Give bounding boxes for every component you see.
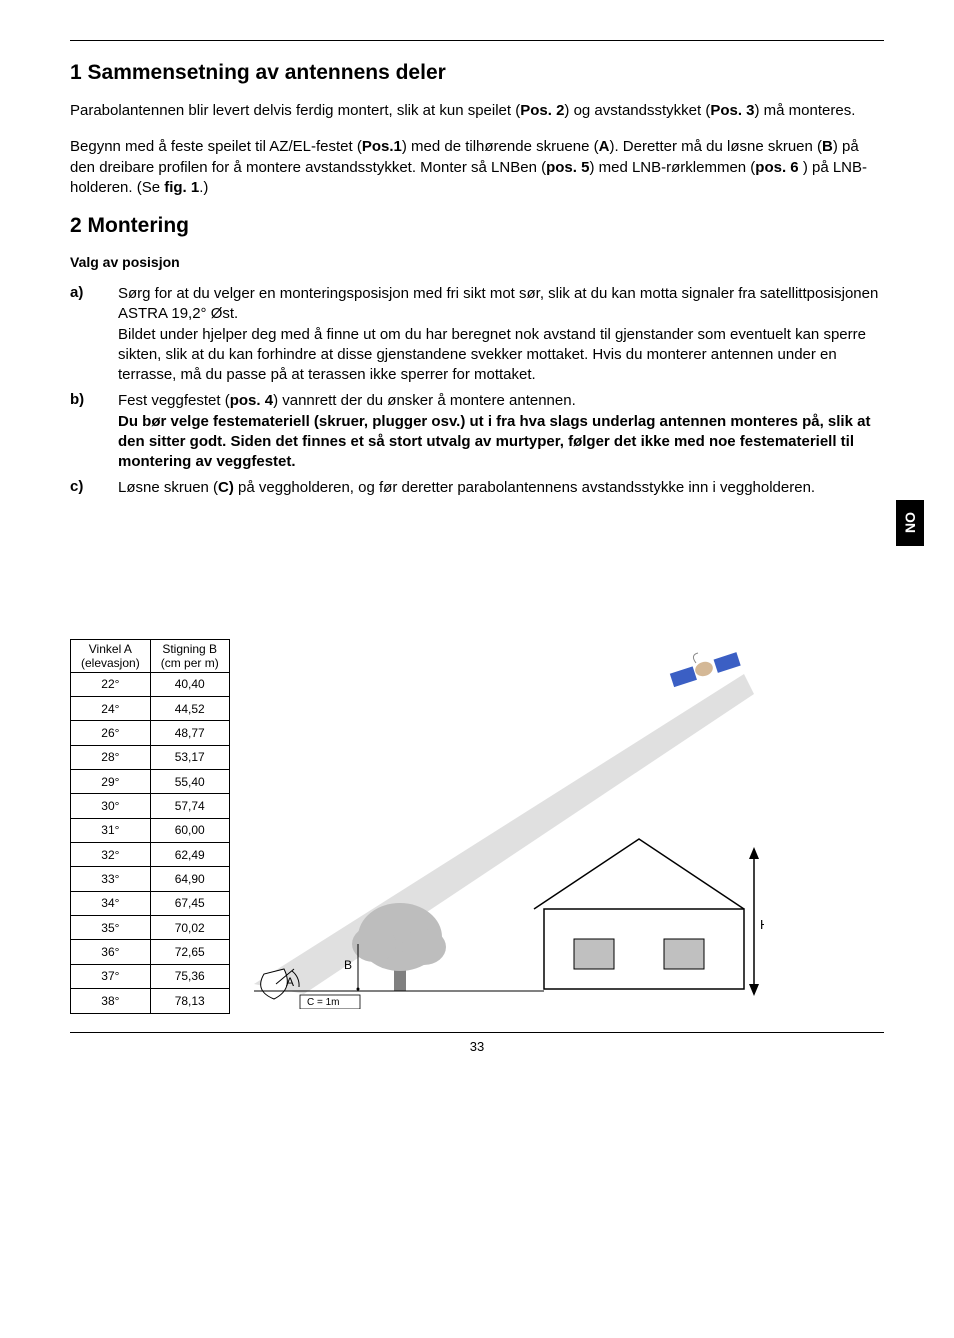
table-cell: 22° xyxy=(71,672,151,696)
table-cell: 44,52 xyxy=(150,696,229,720)
table-row: 28°53,17 xyxy=(71,745,230,769)
clearance-diagram: H A B C = xyxy=(244,639,884,1014)
pos2: Pos. 2 xyxy=(520,102,564,119)
table-cell: 24° xyxy=(71,696,151,720)
elevation-table: Vinkel A(elevasjon) Stigning B(cm per m)… xyxy=(70,639,230,1014)
table-row: 36°72,65 xyxy=(71,940,230,964)
table-cell: 70,02 xyxy=(150,915,229,939)
pos1: Pos.1 xyxy=(362,138,402,155)
th-angle: Vinkel A(elevasjon) xyxy=(71,639,151,672)
table-cell: 32° xyxy=(71,842,151,866)
text: .) xyxy=(199,179,208,196)
label-c: c) xyxy=(70,478,118,498)
fig1: fig. 1 xyxy=(164,179,199,196)
table-cell: 60,00 xyxy=(150,818,229,842)
table-cell: 64,90 xyxy=(150,867,229,891)
table-cell: 72,65 xyxy=(150,940,229,964)
table-row: 35°70,02 xyxy=(71,915,230,939)
house-icon xyxy=(534,839,744,989)
text: ) må monteres. xyxy=(755,102,856,119)
th-rise: Stigning B(cm per m) xyxy=(150,639,229,672)
A: A xyxy=(599,138,610,155)
table-row: 34°67,45 xyxy=(71,891,230,915)
pos4: pos. 4 xyxy=(230,392,273,409)
table-cell: 78,13 xyxy=(150,988,229,1013)
table-row: 30°57,74 xyxy=(71,794,230,818)
table-cell: 37° xyxy=(71,964,151,988)
text: ) vannrett der du ønsker å montere anten… xyxy=(273,392,576,409)
text: Fest veggfestet ( xyxy=(118,392,230,409)
text: ) og avstandsstykket ( xyxy=(564,102,710,119)
satellite-icon xyxy=(670,652,741,687)
section1-p2: Begynn med å feste speilet til AZ/EL-fes… xyxy=(70,137,884,198)
table-cell: 75,36 xyxy=(150,964,229,988)
pos5: pos. 5 xyxy=(546,159,589,176)
bold-warning: Du bør velge festemateriell (skruer, plu… xyxy=(118,413,870,471)
item-a: a) Sørg for at du velger en monteringspo… xyxy=(70,284,884,385)
table-row: 24°44,52 xyxy=(71,696,230,720)
text: ) med LNB-rørklemmen ( xyxy=(589,159,755,176)
B: B xyxy=(822,138,833,155)
text: Parabolantennen blir levert delvis ferdi… xyxy=(70,102,520,119)
table-cell: 53,17 xyxy=(150,745,229,769)
label-h: H xyxy=(760,917,764,932)
table-cell: 28° xyxy=(71,745,151,769)
pos6: pos. 6 xyxy=(755,159,798,176)
table-row: 22°40,40 xyxy=(71,672,230,696)
page-number: 33 xyxy=(70,1032,884,1054)
text: på veggholderen, og før deretter parabol… xyxy=(234,479,815,496)
language-tab: NO xyxy=(896,500,924,546)
label-c: C = 1m xyxy=(307,997,340,1008)
pos3: Pos. 3 xyxy=(710,102,754,119)
table-cell: 67,45 xyxy=(150,891,229,915)
C: C) xyxy=(218,479,234,496)
section2-title: 2 Montering xyxy=(70,214,884,238)
section1-p1: Parabolantennen blir levert delvis ferdi… xyxy=(70,101,884,121)
h-arrow: H xyxy=(749,847,764,996)
label-a: a) xyxy=(70,284,118,385)
table-cell: 30° xyxy=(71,794,151,818)
table-row: 33°64,90 xyxy=(71,867,230,891)
text: ) med de tilhørende skruene ( xyxy=(402,138,599,155)
body-a: Sørg for at du velger en monteringsposis… xyxy=(118,284,884,385)
table-cell: 57,74 xyxy=(150,794,229,818)
item-b: b) Fest veggfestet (pos. 4) vannrett der… xyxy=(70,391,884,472)
table-cell: 40,40 xyxy=(150,672,229,696)
label-b: b) xyxy=(70,391,118,472)
table-cell: 35° xyxy=(71,915,151,939)
table-cell: 31° xyxy=(71,818,151,842)
text: ). Deretter må du løsne skruen ( xyxy=(609,138,822,155)
table-cell: 34° xyxy=(71,891,151,915)
table-row: 29°55,40 xyxy=(71,769,230,793)
table-cell: 36° xyxy=(71,940,151,964)
table-cell: 62,49 xyxy=(150,842,229,866)
label-a: A xyxy=(286,975,294,989)
table-row: 38°78,13 xyxy=(71,988,230,1013)
table-row: 26°48,77 xyxy=(71,721,230,745)
table-cell: 26° xyxy=(71,721,151,745)
body-b: Fest veggfestet (pos. 4) vannrett der du… xyxy=(118,391,884,472)
table-row: 31°60,00 xyxy=(71,818,230,842)
text: Løsne skruen ( xyxy=(118,479,218,496)
body-c: Løsne skruen (C) på veggholderen, og før… xyxy=(118,478,884,498)
table-cell: 48,77 xyxy=(150,721,229,745)
table-row: 32°62,49 xyxy=(71,842,230,866)
table-row: 37°75,36 xyxy=(71,964,230,988)
table-cell: 38° xyxy=(71,988,151,1013)
table-cell: 55,40 xyxy=(150,769,229,793)
section2-subtitle: Valg av posisjon xyxy=(70,254,884,270)
item-c: c) Løsne skruen (C) på veggholderen, og … xyxy=(70,478,884,498)
table-cell: 29° xyxy=(71,769,151,793)
text: Begynn med å feste speilet til AZ/EL-fes… xyxy=(70,138,362,155)
section1-title: 1 Sammensetning av antennens deler xyxy=(70,61,884,85)
table-cell: 33° xyxy=(71,867,151,891)
label-b: B xyxy=(344,958,352,972)
